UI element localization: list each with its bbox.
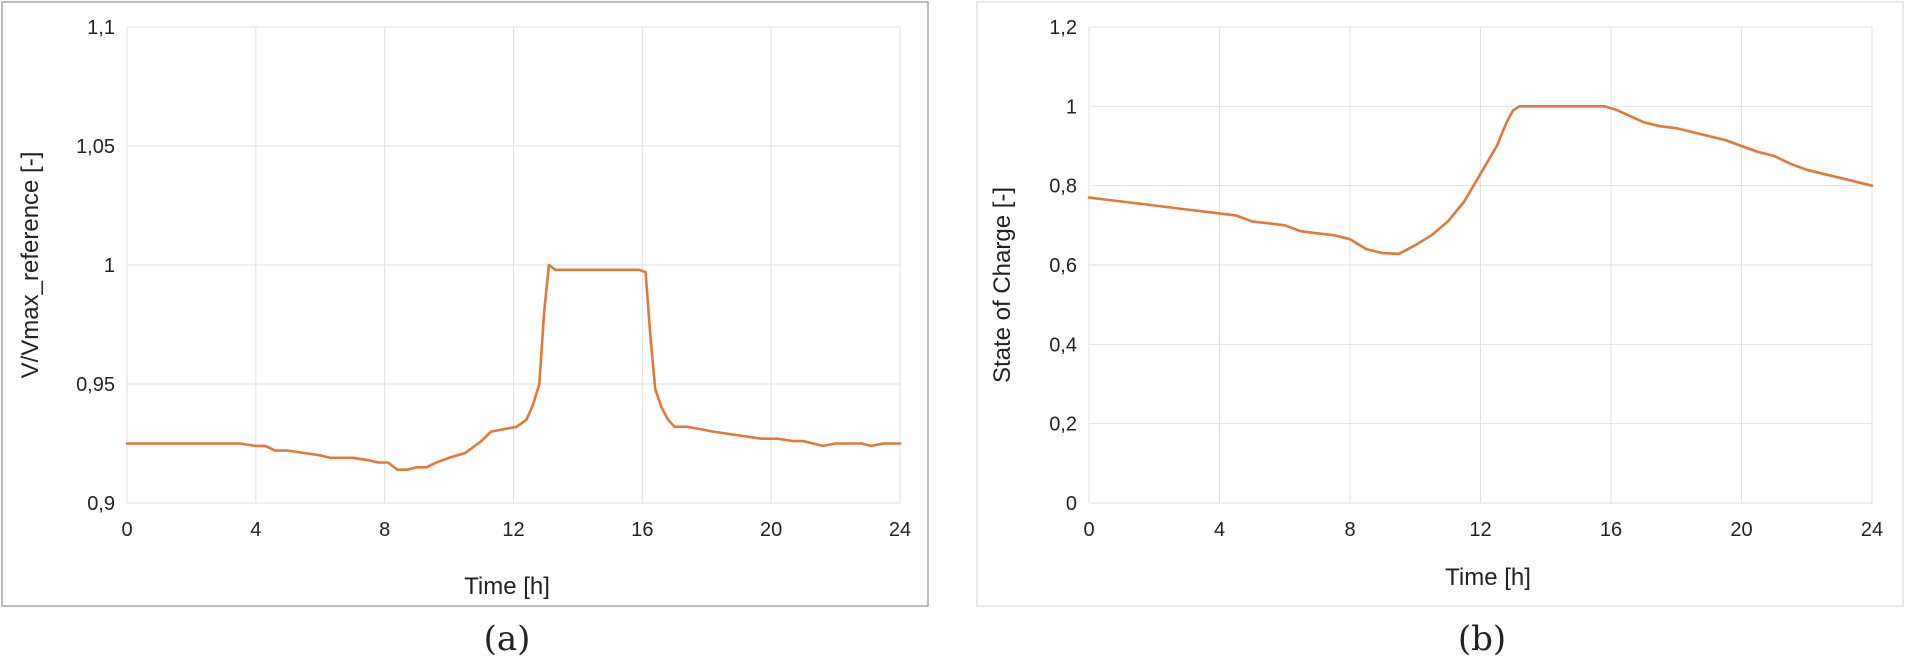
chart-a-y-axis-title: V/Vmax_reference [-] [17,152,44,379]
chart-a-x-tick-label: 24 [889,519,911,541]
chart-a: 0,9 0,95 1 1,05 1,1 0 4 8 12 16 20 24 Time [h] V/V… [1,1,929,659]
chart-b-caption: (b) [1458,619,1506,659]
chart-b-x-tick-label: 24 [1861,519,1883,541]
chart-b-frame [976,1,1904,607]
chart-a-x-tick-label: 16 [631,519,653,541]
chart-b-x-tick-label: 4 [1214,519,1225,541]
chart-b-grid [1088,26,1873,504]
chart-a-x-tick-label: 4 [250,519,261,541]
chart-b: 0 0,2 0,4 0,6 0,8 1 1,2 0 4 8 12 16 20 24 Time [h] S… [976,1,1904,659]
chart-a-x-tick-label: 8 [379,519,390,541]
chart-b-y-ticks: 0 0,2 0,4 0,6 0,8 1 1,2 [1049,17,1077,515]
chart-a-series-line [125,263,902,471]
chart-b-y-tick-label: 0,4 [1049,334,1077,356]
chart-b-x-tick-label: 20 [1730,519,1752,541]
chart-a-y-ticks: 0,9 0,95 1 1,05 1,1 [76,17,115,515]
chart-a-y-tick-label: 0,95 [76,374,115,396]
chart-a-x-tick-label: 0 [121,519,132,541]
chart-a-x-ticks: 0 4 8 12 16 20 24 [121,519,911,541]
chart-b-x-tick-label: 0 [1083,519,1094,541]
chart-a-caption: (a) [484,619,531,659]
chart-b-x-ticks: 0 4 8 12 16 20 24 [1083,519,1883,541]
chart-a-grid [126,26,901,504]
chart-a-frame [1,1,929,607]
chart-a-x-tick-label: 20 [760,519,782,541]
chart-a-y-tick-label: 0,9 [87,493,115,515]
chart-b-y-axis-title: State of Charge [-] [989,187,1016,383]
chart-a-y-tick-label: 1 [104,255,115,277]
chart-b-x-axis-title: Time [h] [1445,564,1531,591]
chart-b-x-tick-label: 16 [1600,519,1622,541]
chart-a-x-axis-title: Time [h] [464,573,550,600]
chart-b-y-tick-label: 0,8 [1049,176,1077,198]
chart-b-y-tick-label: 1 [1066,96,1077,118]
chart-b-y-tick-label: 0,6 [1049,255,1077,277]
chart-a-y-tick-label: 1,1 [87,17,115,39]
chart-b-series-line [1087,105,1874,256]
chart-b-x-tick-label: 12 [1469,519,1491,541]
chart-a-x-tick-label: 12 [502,519,524,541]
chart-b-y-tick-label: 1,2 [1049,17,1077,39]
chart-b-y-tick-label: 0,2 [1049,414,1077,436]
chart-b-x-tick-label: 8 [1344,519,1355,541]
chart-b-y-tick-label: 0 [1066,493,1077,515]
chart-a-y-tick-label: 1,05 [76,136,115,158]
